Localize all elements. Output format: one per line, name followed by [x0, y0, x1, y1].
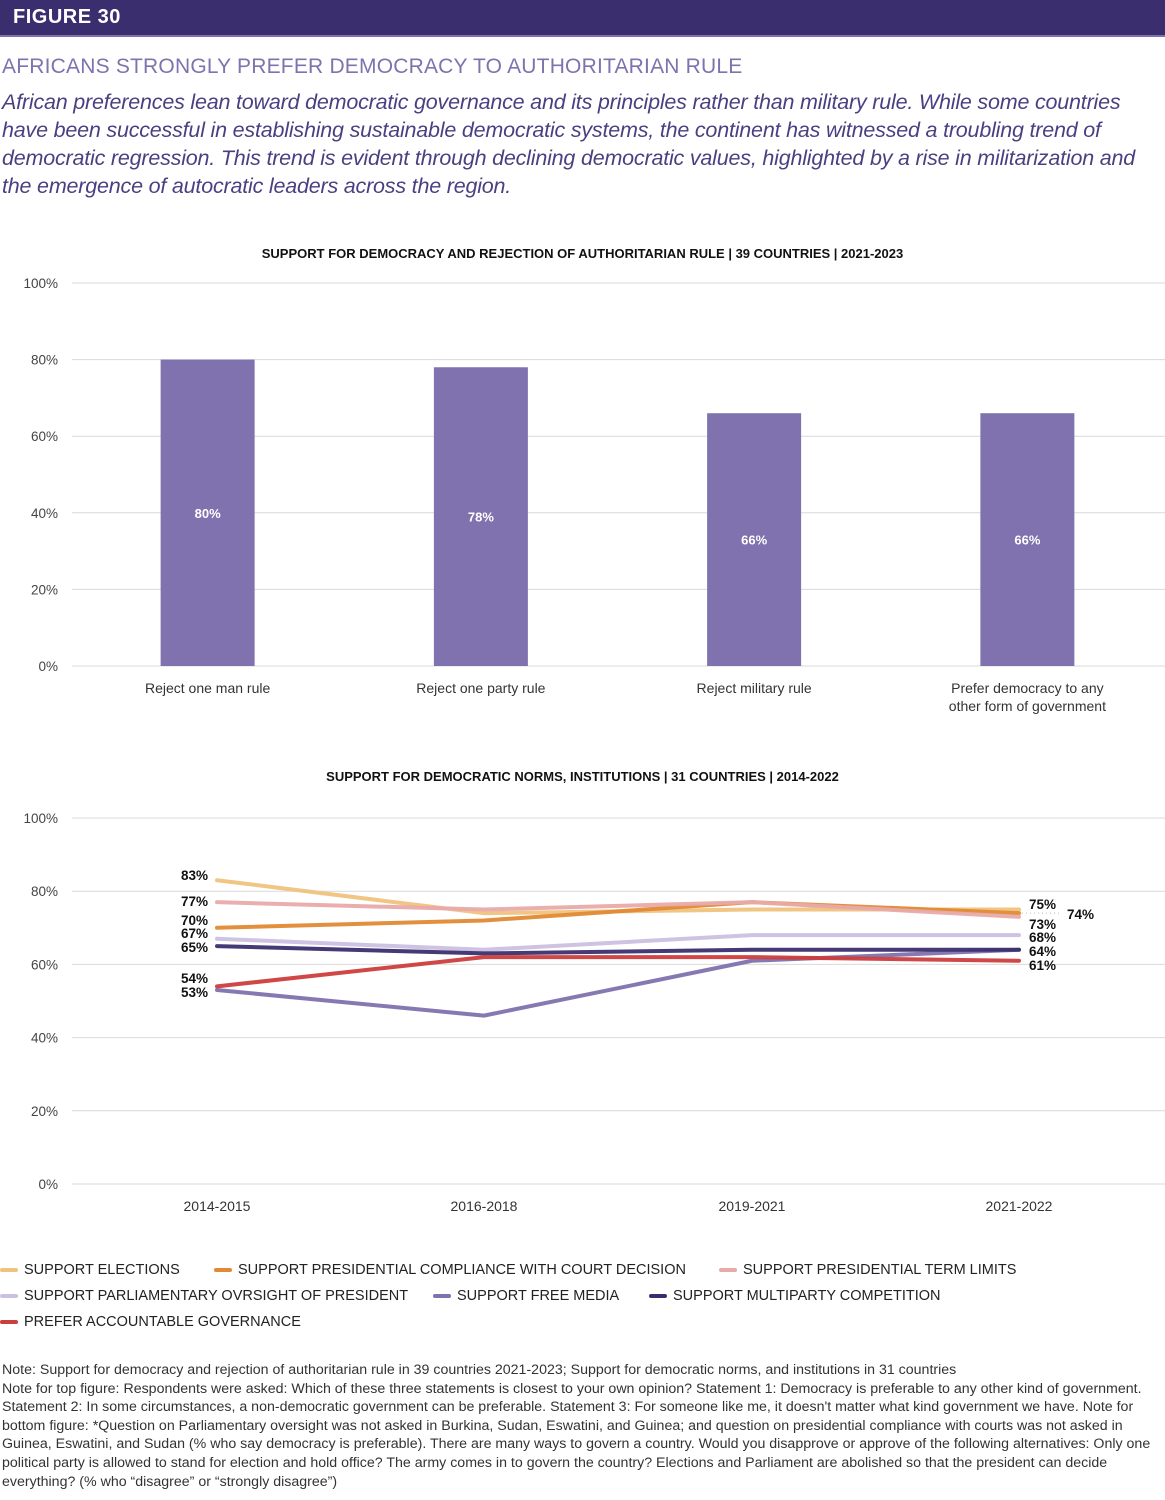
y-tick-label: 0%: [38, 1177, 58, 1192]
y-tick-label: 80%: [31, 884, 58, 899]
legend-item: SUPPORT ELECTIONS: [0, 1262, 180, 1278]
series-line: [215, 955, 1021, 989]
figure-header: FIGURE 30: [0, 0, 1165, 37]
legend-label: SUPPORT ELECTIONS: [24, 1262, 180, 1278]
bar-data-label: 66%: [741, 533, 767, 548]
note-line: Note: Support for democracy and rejectio…: [2, 1362, 957, 1378]
legend-swatch: [214, 1268, 232, 1272]
legend-label: PREFER ACCOUNTABLE GOVERNANCE: [24, 1314, 301, 1330]
y-tick-label: 60%: [31, 429, 58, 444]
legend-item: SUPPORT PARLIAMENTARY OVRSIGHT OF PRESID…: [0, 1288, 408, 1304]
y-tick-label: 20%: [31, 582, 58, 597]
y-tick-label: 100%: [23, 276, 58, 291]
line-chart: 0% 20% 40% 60% 80% 100% 2014-2015 2016-2018 2019…: [23, 811, 1165, 1214]
note-line: Note for top figure: Respondents were as…: [2, 1380, 1151, 1490]
x-category-label: Reject one party rule: [416, 680, 545, 696]
y-tick-label: 40%: [31, 1031, 58, 1046]
x-tick-label: 2019-2021: [719, 1198, 786, 1214]
legend-item: SUPPORT PRESIDENTIAL TERM LIMITS: [719, 1262, 1016, 1278]
legend-swatch: [0, 1294, 18, 1298]
end-data-label: 64%: [1029, 944, 1056, 959]
legend-label: SUPPORT PRESIDENTIAL COMPLIANCE WITH COU…: [238, 1262, 686, 1278]
bar: [707, 413, 802, 666]
x-tick-label: 2021-2022: [986, 1198, 1053, 1214]
x-tick-label: 2014-2015: [184, 1198, 251, 1214]
start-data-label: 77%: [181, 894, 208, 909]
end-data-label: 75%: [1029, 897, 1056, 912]
start-data-label: 70%: [181, 913, 208, 928]
legend-label: SUPPORT MULTIPARTY COMPETITION: [673, 1288, 941, 1304]
bar: [980, 413, 1075, 666]
start-data-label: 67%: [181, 926, 208, 941]
lede-paragraph: African preferences lean toward democrat…: [2, 90, 1136, 198]
legend-swatch: [649, 1294, 667, 1298]
headline: AFRICANS STRONGLY PREFER DEMOCRACY TO AU…: [2, 55, 743, 78]
legend-swatch: [433, 1294, 451, 1298]
y-tick-label: 20%: [31, 1104, 58, 1119]
bar: [160, 359, 255, 666]
line-chart-title: SUPPORT FOR DEMOCRATIC NORMS, INSTITUTIO…: [326, 769, 839, 784]
bar-data-label: 80%: [195, 506, 221, 521]
legend-swatch: [719, 1268, 737, 1272]
legend-item: SUPPORT FREE MEDIA: [433, 1288, 619, 1304]
x-tick-label: 2016-2018: [451, 1198, 518, 1214]
bar-chart: 0% 20% 40% 60% 80% 100% 80% Reject one man rule…: [23, 276, 1165, 714]
legend-swatch: [0, 1320, 18, 1324]
y-tick-label: 60%: [31, 957, 58, 972]
series-line: [215, 933, 1021, 952]
bar-chart-title: SUPPORT FOR DEMOCRACY AND REJECTION OF A…: [261, 246, 904, 261]
legend-item: PREFER ACCOUNTABLE GOVERNANCE: [0, 1314, 301, 1330]
y-tick-label: 80%: [31, 353, 58, 368]
legend-label: SUPPORT PARLIAMENTARY OVRSIGHT OF PRESID…: [24, 1288, 409, 1304]
x-category-label: other form of government: [949, 698, 1106, 714]
start-data-label: 83%: [181, 868, 208, 883]
end-data-label: 73%: [1029, 917, 1056, 932]
series-line: [215, 947, 1021, 1018]
y-tick-label: 0%: [38, 659, 58, 674]
x-category-label: Prefer democracy to any: [951, 680, 1104, 696]
start-data-label: 53%: [181, 985, 208, 1000]
bar-data-label: 66%: [1014, 533, 1040, 548]
x-category-label: Reject military rule: [697, 680, 812, 696]
end-data-label: 74%: [1067, 907, 1094, 922]
end-data-label: 68%: [1029, 930, 1056, 945]
legend-swatch: [0, 1268, 18, 1272]
x-category-label: Reject one man rule: [145, 680, 271, 696]
start-data-label: 65%: [181, 940, 208, 955]
legend-item: SUPPORT MULTIPARTY COMPETITION: [649, 1288, 941, 1304]
y-tick-label: 40%: [31, 506, 58, 521]
end-data-label: 61%: [1029, 958, 1056, 973]
series-line: [215, 944, 1021, 956]
y-tick-label: 100%: [23, 811, 58, 826]
legend-label: SUPPORT PRESIDENTIAL TERM LIMITS: [743, 1262, 1017, 1278]
series-line: [215, 900, 1021, 919]
bar-data-label: 78%: [468, 510, 494, 525]
legend-item: SUPPORT PRESIDENTIAL COMPLIANCE WITH COU…: [214, 1262, 686, 1278]
notes: Note: Support for democracy and rejectio…: [2, 1361, 1165, 1491]
bar: [433, 367, 528, 666]
legend-label: SUPPORT FREE MEDIA: [457, 1288, 620, 1304]
start-data-label: 54%: [181, 971, 208, 986]
figure-label: FIGURE 30: [13, 6, 121, 28]
